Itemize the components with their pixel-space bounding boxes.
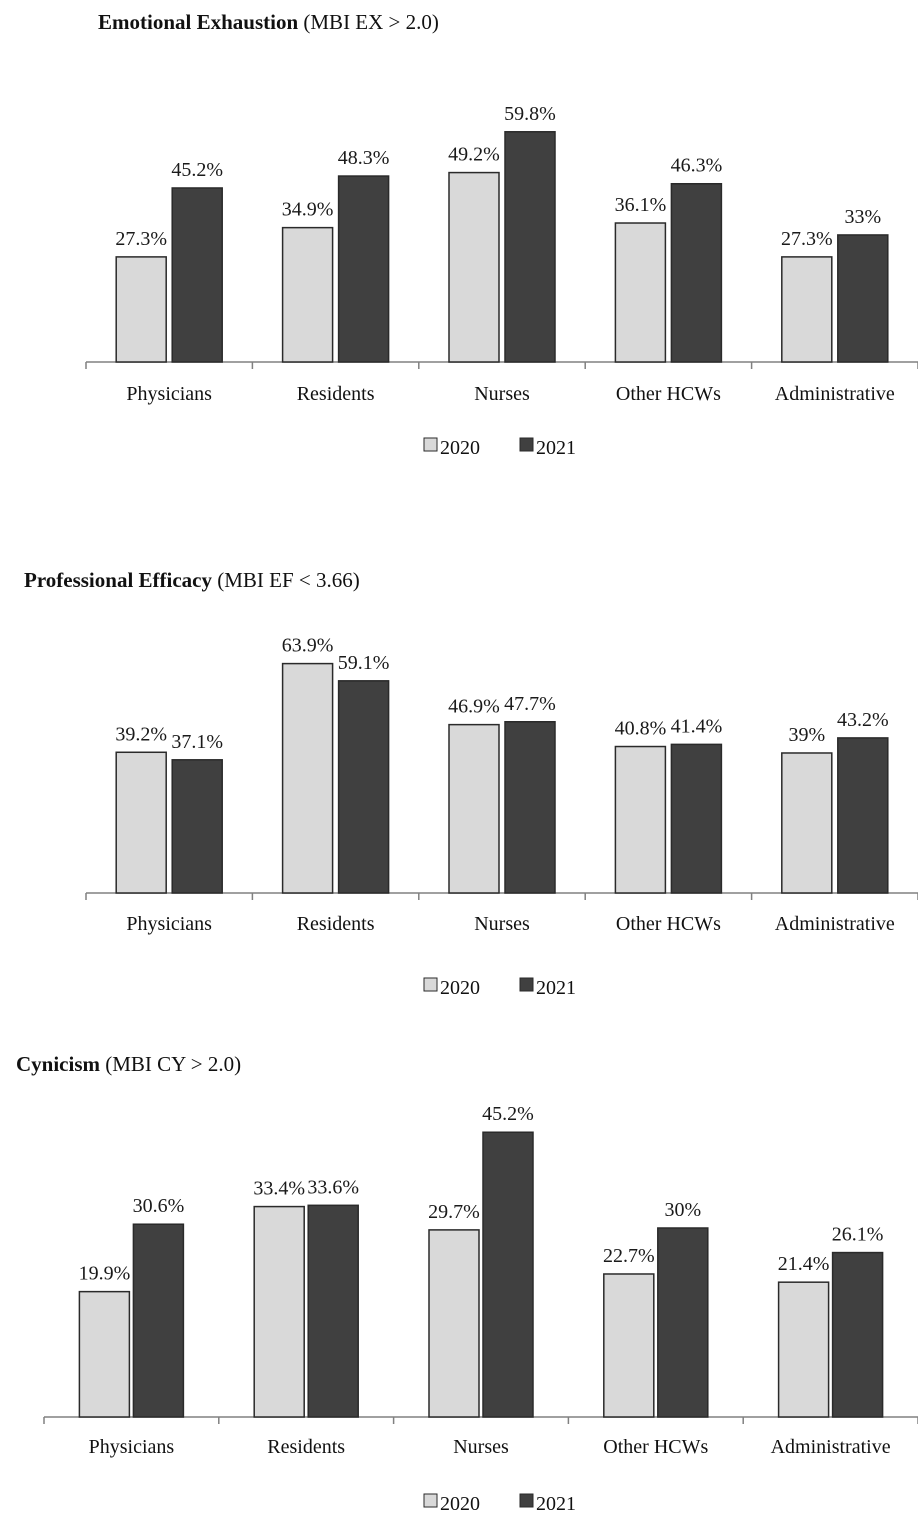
bar-2021-other-hcws	[670, 743, 723, 894]
bar-2021-physicians	[171, 187, 223, 363]
legend-label-2020: 2020	[440, 1493, 480, 1515]
category-label: Physicians	[89, 1436, 175, 1458]
bar-2020-residents	[281, 226, 334, 363]
data-label: 59.1%	[338, 652, 390, 674]
bar-2021-residents	[337, 680, 390, 894]
data-label: 30.6%	[133, 1195, 185, 1217]
category-label: Physicians	[126, 913, 212, 935]
data-label: 40.8%	[615, 718, 667, 740]
data-label: 29.7%	[428, 1201, 480, 1223]
legend-label-2021: 2021	[536, 1493, 576, 1515]
bar-2021-physicians	[171, 759, 223, 894]
chart-subtitle: (MBI EF < 3.66)	[217, 568, 360, 592]
bar-2021-nurses	[482, 1131, 534, 1418]
bar-2021-administrative	[837, 737, 889, 894]
legend-swatch-2021	[519, 977, 534, 992]
bar-2020-other-hcws	[614, 745, 667, 894]
chart-subtitle: (MBI CY > 2.0)	[105, 1052, 242, 1076]
data-label: 43.2%	[837, 709, 889, 731]
bar-2020-residents	[281, 662, 334, 894]
data-label: 46.3%	[671, 155, 723, 177]
category-label: Residents	[297, 913, 375, 935]
data-label: 45.2%	[171, 159, 223, 181]
bar-2021-physicians	[132, 1223, 185, 1418]
bar-2020-administrative	[781, 256, 833, 363]
category-label: Other HCWs	[616, 913, 721, 935]
data-label: 34.9%	[282, 199, 334, 221]
data-label: 41.4%	[671, 715, 723, 737]
chart-title-main: Emotional Exhaustion	[98, 10, 299, 34]
data-label: 33.6%	[307, 1176, 359, 1198]
data-label: 49.2%	[448, 144, 500, 166]
bar-2020-residents	[253, 1205, 305, 1418]
data-label: 30%	[664, 1199, 701, 1221]
legend-swatch-2020	[423, 1493, 438, 1508]
legend-swatch-2020	[423, 977, 438, 992]
legend-swatch-2020	[423, 437, 438, 452]
legend-swatch-2021	[519, 437, 534, 452]
data-label: 45.2%	[482, 1103, 534, 1125]
data-label: 27.3%	[115, 228, 167, 250]
category-label: Administrative	[771, 1436, 891, 1458]
data-label: 26.1%	[832, 1224, 884, 1246]
data-label: 37.1%	[171, 731, 223, 753]
data-label: 46.9%	[448, 696, 500, 718]
bar-2021-administrative	[837, 234, 889, 363]
bar-2020-physicians	[115, 256, 167, 363]
chart-subtitle: (MBI EX > 2.0)	[303, 10, 439, 34]
bar-2021-administrative	[831, 1251, 884, 1418]
data-label: 47.7%	[504, 693, 556, 715]
legend-label-2020: 2020	[440, 977, 480, 999]
bar-2021-residents	[337, 175, 390, 363]
category-label: Nurses	[474, 383, 530, 405]
bar-2021-other-hcws	[670, 182, 723, 363]
legend-swatch-2021	[519, 1493, 534, 1508]
chart-title-main: Professional Efficacy	[24, 568, 212, 592]
bar-2020-administrative	[781, 752, 833, 894]
category-label: Other HCWs	[616, 383, 721, 405]
legend-label-2021: 2021	[536, 977, 576, 999]
data-label: 36.1%	[615, 194, 667, 216]
category-label: Physicians	[126, 383, 212, 405]
data-label: 39%	[788, 724, 825, 746]
data-label: 33.4%	[253, 1178, 305, 1200]
bar-2020-administrative	[777, 1281, 830, 1418]
bar-2020-nurses	[448, 723, 500, 894]
category-label: Administrative	[775, 913, 895, 935]
legend-label-2021: 2021	[536, 437, 576, 459]
data-label: 22.7%	[603, 1245, 655, 1267]
chart-title-professional-efficacy: Professional Efficacy (MBI EF < 3.66)	[24, 568, 360, 593]
bar-2020-physicians	[115, 751, 167, 894]
category-label: Nurses	[453, 1436, 509, 1458]
data-label: 27.3%	[781, 228, 833, 250]
category-label: Residents	[267, 1436, 345, 1458]
bar-2020-other-hcws	[603, 1273, 655, 1418]
data-label: 39.2%	[115, 723, 167, 745]
data-label: 33%	[844, 206, 881, 228]
category-label: Administrative	[775, 383, 895, 405]
chart-title-emotional-exhaustion: Emotional Exhaustion (MBI EX > 2.0)	[98, 10, 439, 35]
data-label: 21.4%	[778, 1253, 830, 1275]
bar-2020-nurses	[428, 1229, 480, 1418]
chart-title-cynicism: Cynicism (MBI CY > 2.0)	[16, 1052, 241, 1077]
data-label: 59.8%	[504, 103, 556, 125]
bar-2020-other-hcws	[614, 222, 667, 363]
category-label: Nurses	[474, 913, 530, 935]
bar-2021-nurses	[504, 131, 556, 363]
data-label: 48.3%	[338, 147, 390, 169]
legend-label-2020: 2020	[440, 437, 480, 459]
bar-2020-nurses	[448, 171, 500, 363]
chart-title-main: Cynicism	[16, 1052, 100, 1076]
bar-2021-nurses	[504, 721, 556, 894]
category-label: Residents	[297, 383, 375, 405]
data-label: 19.9%	[79, 1263, 131, 1285]
bar-2021-other-hcws	[657, 1227, 709, 1418]
bar-2020-physicians	[78, 1290, 131, 1418]
bar-2021-residents	[307, 1204, 359, 1418]
category-label: Other HCWs	[603, 1436, 708, 1458]
data-label: 63.9%	[282, 635, 334, 657]
